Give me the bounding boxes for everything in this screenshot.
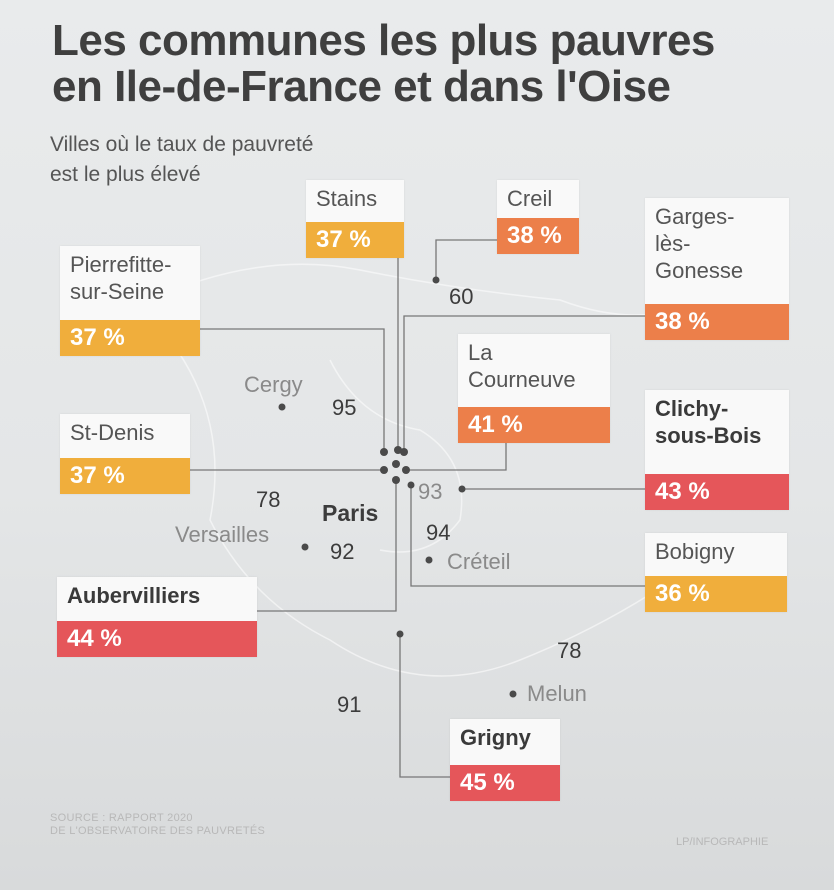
stdenis-dot	[380, 466, 388, 474]
dept-label-60: 60	[449, 284, 474, 309]
poverty-rate-badge: 38 %	[645, 304, 789, 340]
commune-card-creil: Creil 38 %	[497, 180, 579, 254]
pierrefitte-dot	[380, 448, 388, 456]
commune-name: Creil	[507, 185, 552, 212]
cergy-dot	[278, 403, 286, 411]
commune-card-st-denis: St-Denis 37 %	[60, 414, 190, 494]
leader-line-garges	[403, 315, 645, 452]
poverty-rate-badge: 45 %	[450, 765, 560, 801]
melun-dot	[509, 690, 517, 698]
garges-dot	[400, 448, 408, 456]
grigny-dot	[396, 630, 404, 638]
poverty-rate-badge: 41 %	[458, 407, 610, 443]
poverty-rate-badge: 44 %	[57, 621, 257, 657]
creil-dot	[432, 276, 440, 284]
courneuve-dot	[402, 466, 410, 474]
commune-name-line: St-Denis	[70, 420, 155, 445]
melun-label: Melun	[527, 681, 587, 706]
commune-dots	[278, 276, 517, 698]
creteil-dot	[425, 556, 433, 564]
commune-name-line: Stains	[316, 186, 378, 211]
commune-name-line: sous-Bois	[655, 423, 762, 448]
poverty-rate-badge: 37 %	[60, 458, 190, 494]
commune-card-grigny: Grigny 45 %	[450, 719, 560, 801]
commune-card-pierrefitte: Pierrefitte- sur-Seine 37 %	[60, 246, 200, 356]
commune-card-aubervilliers: Aubervilliers 44 %	[57, 577, 257, 657]
title-line: en Ile-de-France et dans l'Oise	[52, 62, 671, 111]
commune-name-line: La	[468, 340, 493, 365]
dept-label-78-west: 78	[256, 487, 281, 512]
leader-line-aubervilliers	[257, 480, 397, 612]
cergy-label: Cergy	[244, 372, 303, 397]
source-line: DE L'OBSERVATOIRE DES PAUVRETÉS	[50, 825, 266, 837]
leader-line-courneuve	[406, 443, 507, 471]
commune-name: Garges- lès- Gonesse	[655, 203, 743, 284]
commune-card-stains: Stains 37 %	[306, 180, 404, 258]
commune-card-garges: Garges- lès- Gonesse 38 %	[645, 198, 789, 340]
map-subtitle: Villes où le taux de pauvreté est le plu…	[50, 130, 313, 190]
commune-name: Clichy- sous-Bois	[655, 395, 761, 449]
dept-label-95: 95	[332, 395, 357, 420]
poverty-rate-badge: 36 %	[645, 576, 787, 612]
commune-name-line: Courneuve	[468, 367, 576, 392]
region-boundary	[169, 339, 701, 677]
commune-name: Bobigny	[655, 538, 735, 565]
creteil-label: Créteil	[447, 549, 511, 574]
clichy-dot	[458, 485, 466, 493]
commune-name-line: sur-Seine	[70, 279, 165, 304]
commune-name-line: Clichy-	[655, 396, 729, 421]
commune-name-line: Pierrefitte-	[70, 252, 172, 277]
subtitle-line: est le plus élevé	[50, 163, 201, 186]
commune-name-line: lès-	[655, 231, 691, 256]
commune-name-line: Grigny	[460, 725, 531, 750]
paris-label: Paris	[322, 500, 379, 526]
poverty-rate-badge: 37 %	[60, 320, 200, 356]
versailles-label: Versailles	[175, 522, 270, 547]
source-note: SOURCE : RAPPORT 2020 DE L'OBSERVATOIRE …	[50, 812, 265, 838]
aubervilliers-dot	[392, 460, 400, 468]
bobigny-dot	[407, 481, 415, 489]
commune-name-line: Creil	[507, 186, 553, 211]
dept-label-78-south: 78	[557, 638, 582, 663]
commune-name: Aubervilliers	[67, 582, 200, 609]
region-outlines	[149, 263, 701, 677]
versailles-dot	[301, 543, 309, 551]
leader-line-grigny	[399, 634, 450, 778]
commune-name-line: Gonesse	[655, 258, 744, 283]
commune-card-clichy-sous-bois: Clichy- sous-Bois 43 %	[645, 390, 789, 510]
dept-label-93: 93	[418, 479, 443, 504]
region-boundary	[149, 263, 701, 316]
commune-name-line: Bobigny	[655, 539, 735, 564]
commune-name: La Courneuve	[468, 339, 576, 393]
map-title: Les communes les plus pauvres en Ile-de-…	[52, 18, 715, 110]
dept-label-92: 92	[330, 539, 355, 564]
title-line: Les communes les plus pauvres	[52, 16, 715, 65]
leader-lines	[190, 239, 645, 778]
poverty-rate-badge: 38 %	[497, 218, 579, 254]
commune-name: Pierrefitte- sur-Seine	[70, 251, 171, 305]
credit-note: LP/INFOGRAPHIE	[676, 836, 769, 848]
commune-name: St-Denis	[70, 419, 154, 446]
poverty-rate-badge: 43 %	[645, 474, 789, 510]
commune-name-line: Garges-	[655, 204, 735, 229]
dept-label-94: 94	[426, 520, 451, 545]
leader-line-creil	[435, 239, 502, 278]
dept-label-91: 91	[337, 692, 362, 717]
region-boundary	[329, 359, 463, 553]
poverty-rate-badge: 37 %	[306, 222, 404, 258]
commune-name: Grigny	[460, 724, 531, 751]
commune-card-bobigny: Bobigny 36 %	[645, 533, 787, 612]
leader-line-bobigny	[410, 485, 645, 587]
center-dot	[392, 476, 400, 484]
commune-name-line: Aubervilliers	[67, 583, 201, 608]
subtitle-line: Villes où le taux de pauvreté	[50, 133, 314, 156]
source-line: SOURCE : RAPPORT 2020	[50, 812, 193, 824]
commune-name: Stains	[316, 185, 377, 212]
leader-line-pierrefitte	[200, 328, 385, 452]
commune-card-la-courneuve: La Courneuve 41 %	[458, 334, 610, 443]
